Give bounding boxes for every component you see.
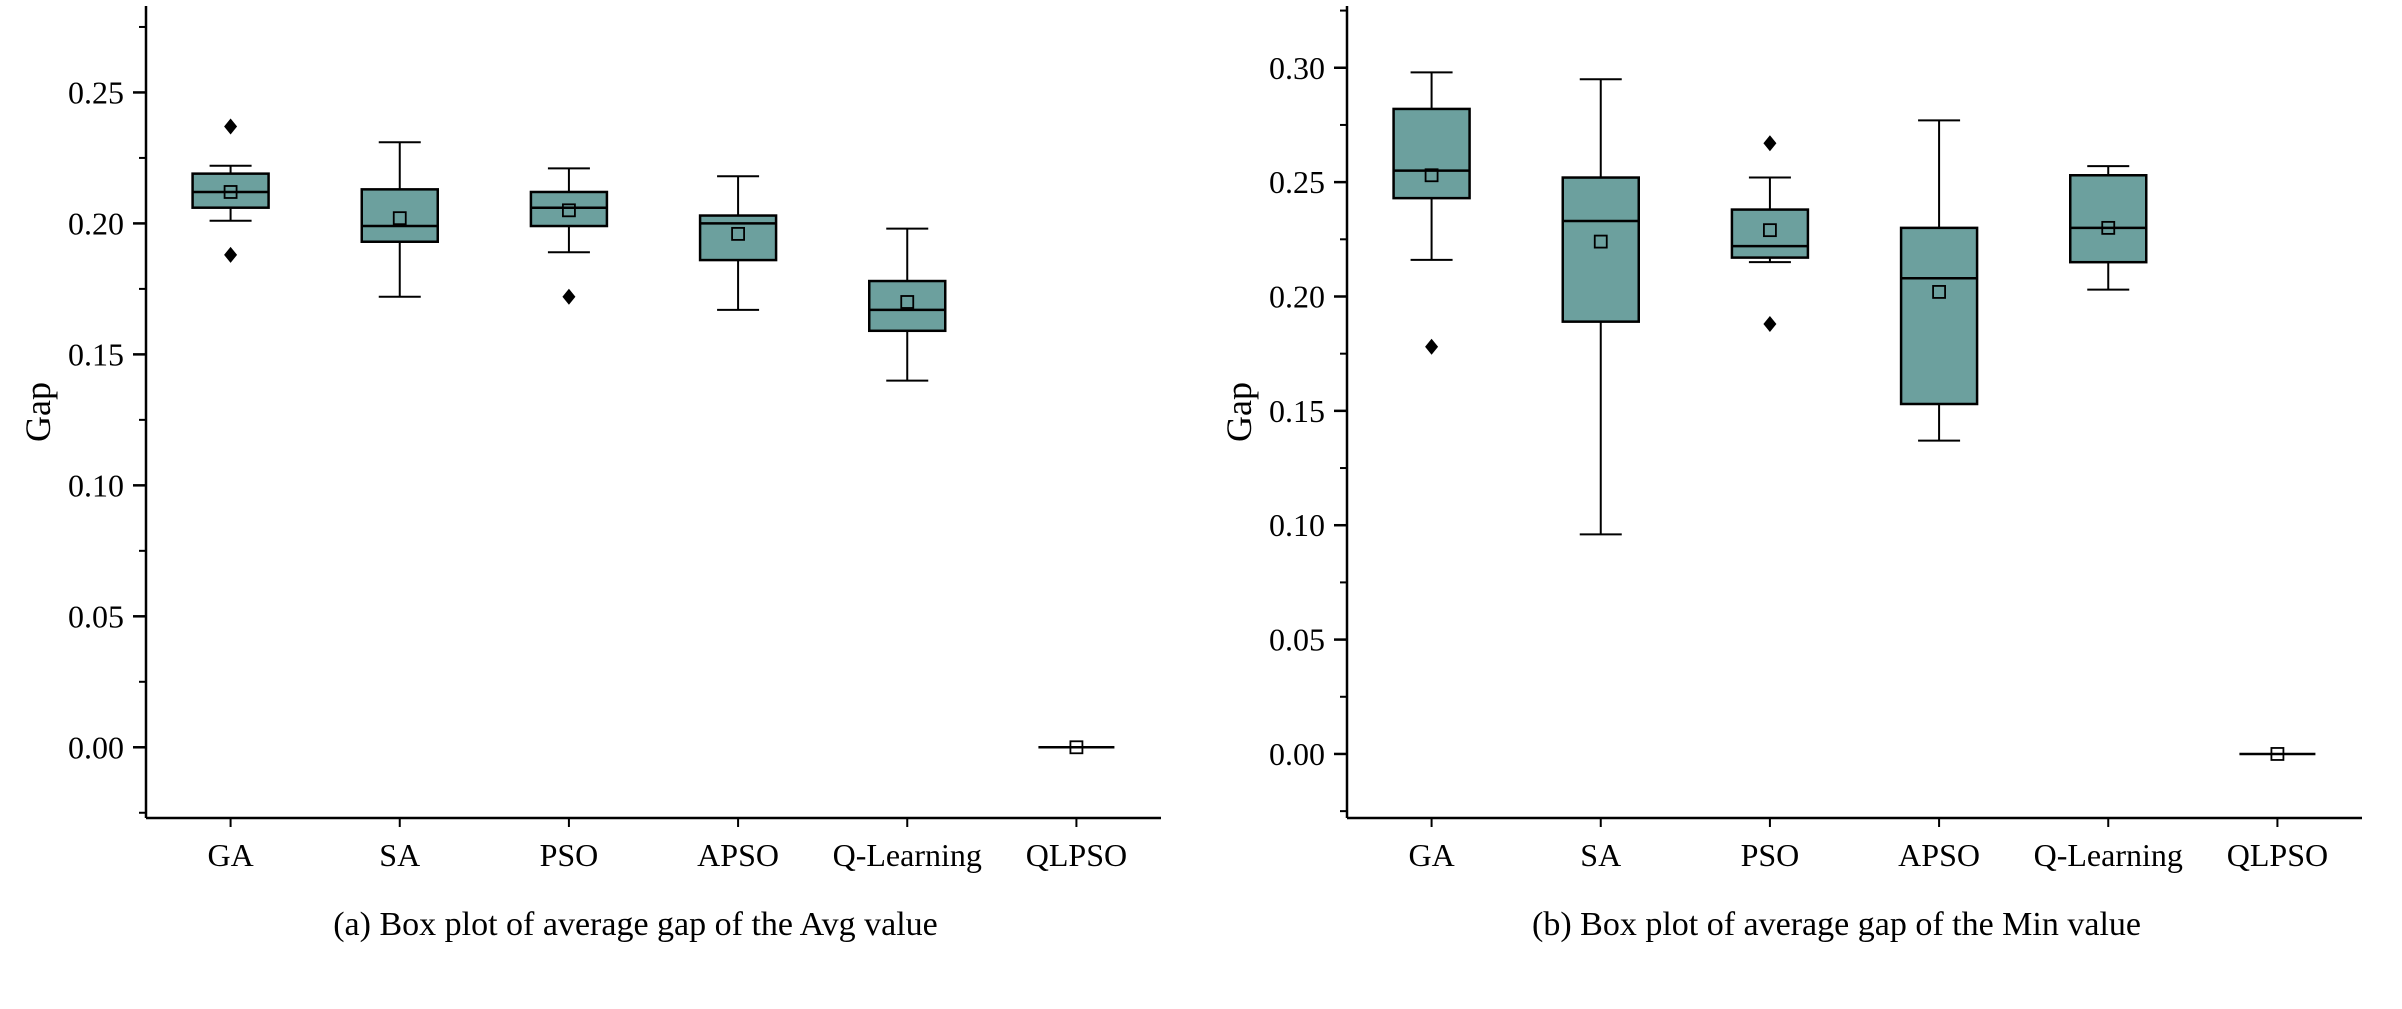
outlier-marker [223, 118, 237, 135]
y-axis-title: Gap [1219, 382, 1259, 442]
box-group [1899, 119, 1978, 442]
box-group [1561, 78, 1640, 536]
x-category-label: GA [207, 837, 253, 873]
y-tick-label: 0.25 [1269, 164, 1325, 200]
x-category-label: APSO [697, 837, 779, 873]
mean-marker [1069, 740, 1083, 755]
boxplot-chart-a: 0.00 0.05 0.10 0.15 0.20 0.25 Gap GA SA PSO APSO Q-… [18, 6, 1161, 873]
iqr-box [190, 172, 270, 209]
y-tick-label: 0.10 [68, 467, 124, 503]
outlier-marker [223, 246, 237, 263]
iqr-box [1391, 107, 1471, 200]
box-group [867, 227, 946, 382]
mean-marker [223, 185, 237, 199]
box-group [529, 167, 608, 305]
box-group [698, 175, 777, 311]
iqr-box [1561, 176, 1640, 323]
outlier-marker [561, 288, 575, 305]
box-group [1037, 740, 1114, 755]
y-tick-label: 0.00 [68, 729, 124, 765]
y-tick-label: 0.05 [68, 598, 124, 634]
figure-b: 0.00 0.05 0.10 0.15 0.20 0.25 0.30 Gap GA SA PSO AP… [1201, 0, 2402, 1009]
y-tick-label: 0.10 [1269, 507, 1325, 543]
mean-marker [1424, 168, 1438, 183]
outlier-marker [1762, 135, 1776, 152]
box-group [1730, 135, 1809, 332]
mean-marker [1762, 223, 1777, 238]
x-category-label: QLPSO [2226, 837, 2327, 873]
caption-b: (b) Box plot of average gap of the Min v… [1532, 906, 2141, 943]
iqr-box [1899, 226, 1978, 406]
y-tick-label: 0.25 [68, 74, 124, 110]
box-group [190, 118, 270, 263]
x-category-label: Q-Learning [832, 837, 981, 873]
iqr-box [2068, 174, 2147, 264]
mean-marker [2270, 747, 2284, 761]
iqr-box [867, 279, 946, 333]
x-category-label: PSO [1740, 837, 1799, 873]
mean-marker [1593, 234, 1608, 249]
mean-marker [392, 211, 407, 226]
x-category-label: PSO [539, 837, 598, 873]
box-group [2238, 747, 2315, 761]
y-tick-label: 0.00 [1269, 736, 1325, 772]
y-tick-label: 0.20 [1269, 278, 1325, 314]
y-tick-label: 0.30 [1269, 50, 1325, 86]
caption-a: (a) Box plot of average gap of the Avg v… [333, 906, 938, 943]
x-category-label: APSO [1898, 837, 1980, 873]
figure-a: 0.00 0.05 0.10 0.15 0.20 0.25 Gap GA SA PSO APSO Q-… [18, 6, 1161, 943]
box-group [360, 141, 439, 298]
y-tick-label: 0.15 [68, 336, 124, 372]
box-group [2068, 165, 2147, 291]
x-category-label: GA [1408, 837, 1454, 873]
iqr-box [529, 190, 608, 228]
outlier-marker [1424, 338, 1438, 355]
outlier-marker [1762, 315, 1776, 332]
y-tick-label: 0.15 [1269, 393, 1325, 429]
y-tick-label: 0.20 [68, 205, 124, 241]
mean-marker [2100, 220, 2115, 235]
boxplot-chart-b: 0.00 0.05 0.10 0.15 0.20 0.25 0.30 Gap GA SA PSO AP… [1219, 6, 2362, 873]
x-category-label: SA [379, 837, 420, 873]
mean-marker [899, 295, 914, 309]
x-category-label: SA [1580, 837, 1621, 873]
y-axis-title: Gap [18, 382, 58, 442]
iqr-box [360, 188, 439, 243]
mean-marker [730, 226, 745, 241]
mean-marker [561, 203, 576, 218]
mean-marker [1931, 285, 1946, 299]
box-group [1391, 71, 1471, 355]
x-category-label: QLPSO [1025, 837, 1126, 873]
x-category-label: Q-Learning [2033, 837, 2182, 873]
iqr-box [1730, 208, 1809, 259]
y-tick-label: 0.05 [1269, 622, 1325, 658]
